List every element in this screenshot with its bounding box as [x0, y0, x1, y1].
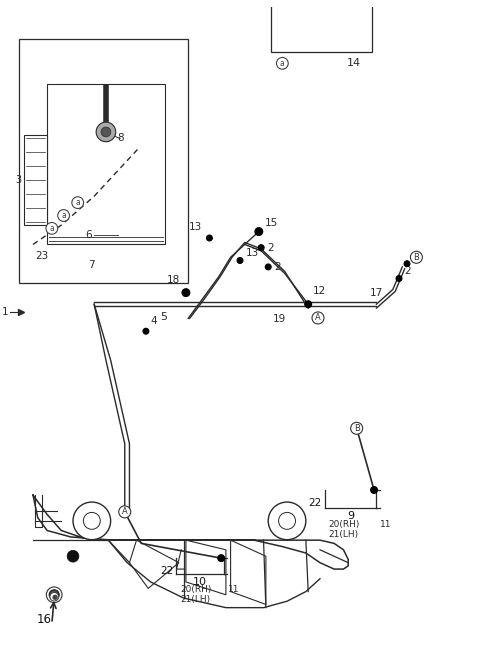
Text: 21(LH): 21(LH) [180, 595, 211, 604]
Text: 20(RH): 20(RH) [329, 520, 360, 529]
Circle shape [305, 301, 312, 308]
Text: 11: 11 [228, 585, 239, 594]
Text: 18: 18 [167, 275, 180, 285]
Text: 1: 1 [2, 307, 9, 317]
Circle shape [371, 487, 377, 493]
Text: 5: 5 [160, 312, 167, 322]
Text: B: B [413, 253, 420, 262]
Text: 2: 2 [404, 266, 410, 276]
Text: 9: 9 [347, 512, 354, 522]
Text: a: a [280, 59, 285, 68]
Text: a: a [49, 224, 54, 233]
Text: 7: 7 [88, 260, 95, 270]
Text: B: B [354, 424, 360, 433]
Text: 11: 11 [380, 520, 392, 529]
Text: a: a [75, 198, 80, 207]
Circle shape [396, 276, 402, 281]
Bar [271, 0, 372, 52]
Text: 22: 22 [309, 498, 322, 508]
Text: 6: 6 [85, 230, 92, 240]
Circle shape [237, 258, 243, 264]
Circle shape [206, 235, 212, 241]
Text: 2: 2 [274, 262, 281, 272]
Text: 12: 12 [313, 287, 326, 297]
Text: 13: 13 [246, 247, 259, 258]
Text: a: a [61, 211, 66, 220]
Text: 3: 3 [15, 175, 21, 185]
Circle shape [73, 502, 110, 540]
Text: 8: 8 [118, 133, 124, 144]
Text: 19: 19 [273, 314, 286, 324]
Text: 2: 2 [267, 243, 274, 253]
Bar [19, 39, 188, 283]
Circle shape [84, 512, 100, 529]
Circle shape [182, 289, 190, 297]
Text: 14: 14 [347, 58, 361, 68]
Circle shape [67, 550, 79, 562]
Text: 17: 17 [370, 287, 383, 298]
Text: A: A [122, 507, 128, 516]
Text: 4: 4 [151, 316, 157, 326]
Circle shape [255, 228, 263, 236]
Text: 16: 16 [36, 613, 51, 626]
Text: 15: 15 [264, 218, 278, 228]
Text: A: A [315, 314, 321, 323]
Circle shape [258, 245, 264, 251]
Circle shape [278, 512, 296, 529]
Circle shape [265, 264, 271, 270]
Circle shape [49, 590, 59, 600]
Bar [24, 135, 47, 225]
Text: 20(RH): 20(RH) [180, 585, 212, 594]
Text: 23: 23 [36, 251, 48, 261]
Circle shape [404, 261, 410, 266]
Text: 22: 22 [160, 566, 174, 576]
Circle shape [101, 127, 111, 137]
Text: 13: 13 [188, 222, 202, 232]
Circle shape [96, 122, 116, 142]
Circle shape [143, 328, 149, 334]
Text: 4: 4 [412, 251, 419, 261]
Bar [47, 84, 165, 245]
Circle shape [268, 502, 306, 540]
Text: 10: 10 [193, 577, 207, 587]
Text: ●: ● [51, 594, 57, 600]
Circle shape [218, 555, 225, 562]
Text: 21(LH): 21(LH) [329, 529, 359, 539]
